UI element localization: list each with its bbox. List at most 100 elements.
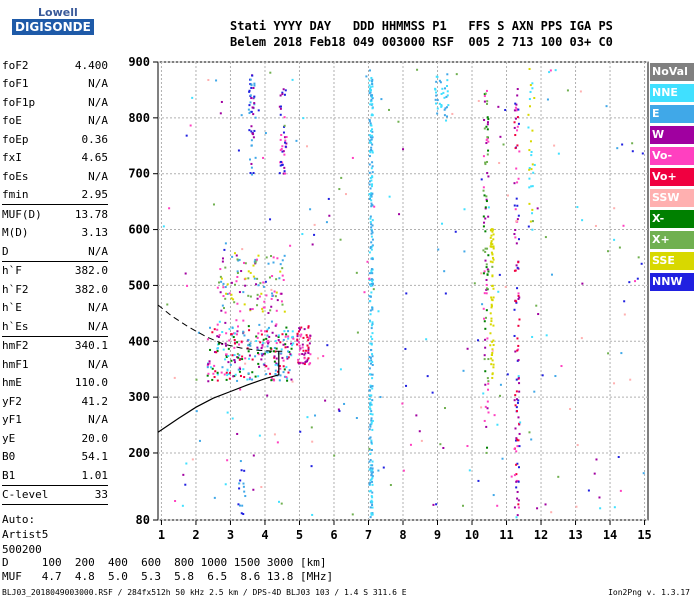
param-value: 3.13 — [81, 226, 109, 240]
echo-point — [223, 248, 226, 251]
echo-point — [514, 236, 517, 239]
echo-point — [370, 202, 373, 205]
echo-point — [191, 458, 194, 461]
param-name: M(D) — [2, 226, 29, 240]
echo-point — [482, 392, 485, 395]
echo-point — [368, 84, 371, 87]
echo-point — [490, 229, 493, 232]
echo-point — [256, 304, 259, 307]
echo-point — [484, 206, 487, 209]
echo-point — [343, 402, 346, 405]
echo-point — [213, 328, 216, 331]
param-name: fmin — [2, 188, 29, 202]
echo-point — [254, 116, 257, 119]
echo-point — [486, 377, 489, 380]
echo-point — [274, 369, 277, 372]
echo-point — [260, 486, 263, 489]
echo-point — [248, 112, 251, 115]
param-value: 33 — [94, 488, 108, 502]
echo-point — [300, 333, 303, 336]
param-value: 54.1 — [81, 450, 109, 464]
echo-point — [370, 141, 373, 144]
echo-point — [233, 252, 236, 255]
echo-point — [292, 342, 295, 345]
echo-point — [207, 372, 210, 375]
echo-point — [274, 324, 277, 327]
echo-point — [216, 286, 219, 289]
echo-point — [484, 327, 487, 330]
echo-point — [250, 139, 253, 142]
echo-point — [431, 391, 434, 394]
echo-point — [363, 291, 366, 294]
x-tick-label: 8 — [399, 528, 406, 542]
echo-point — [515, 516, 518, 519]
echo-point — [370, 410, 373, 413]
echo-point — [513, 474, 516, 477]
echo-point — [270, 376, 273, 379]
echo-point — [517, 261, 520, 264]
echo-point — [491, 253, 494, 256]
echo-point — [278, 379, 281, 382]
echo-point — [220, 100, 223, 103]
echo-point — [227, 347, 230, 350]
echo-point — [370, 248, 373, 251]
echo-point — [369, 401, 372, 404]
echo-point — [484, 346, 487, 349]
echo-point — [497, 105, 500, 108]
echo-point — [528, 168, 531, 171]
legend-item: X- — [650, 210, 694, 228]
echo-point — [370, 272, 373, 275]
echo-point — [490, 353, 493, 356]
echo-point — [197, 331, 200, 334]
echo-point — [309, 353, 312, 356]
echo-point — [370, 474, 373, 477]
echo-point — [283, 136, 286, 139]
echo-point — [239, 479, 242, 482]
echo-point — [368, 171, 371, 174]
echo-point — [279, 341, 282, 344]
echo-point — [435, 75, 438, 78]
echo-point — [513, 269, 516, 272]
echo-point — [224, 358, 227, 361]
echo-point — [251, 173, 254, 176]
echo-point — [527, 225, 530, 228]
echo-point — [487, 380, 490, 383]
echo-point — [529, 84, 532, 87]
echo-point — [492, 258, 495, 261]
echo-point — [267, 339, 270, 342]
echo-point — [304, 361, 307, 364]
echo-point — [250, 130, 253, 133]
echo-point — [486, 153, 489, 156]
echo-point — [517, 122, 520, 125]
echo-point — [242, 330, 245, 333]
echo-point — [371, 107, 374, 110]
echo-point — [623, 313, 626, 316]
echo-point — [283, 124, 286, 127]
echo-point — [233, 301, 236, 304]
echo-point — [370, 470, 373, 473]
echo-point — [443, 108, 446, 111]
echo-point — [356, 331, 359, 334]
echo-point — [269, 309, 272, 312]
echo-point — [236, 352, 239, 355]
echo-point — [220, 371, 223, 374]
echo-point — [637, 256, 640, 259]
echo-point — [370, 442, 373, 445]
param-row: foEp 0.36 — [2, 130, 108, 149]
echo-point — [247, 350, 250, 353]
param-name: B1 — [2, 468, 16, 482]
echo-point — [548, 71, 551, 74]
echo-point — [275, 309, 278, 312]
echo-point — [371, 231, 374, 234]
echo-point — [484, 247, 487, 250]
echo-point — [287, 371, 290, 374]
echo-point — [317, 357, 320, 360]
echo-point — [517, 108, 520, 111]
echo-point — [283, 254, 286, 257]
echo-point — [369, 412, 372, 415]
echo-point — [371, 94, 374, 97]
echo-point — [369, 151, 372, 154]
echo-point — [369, 124, 372, 127]
echo-point — [264, 132, 267, 135]
echo-point — [483, 358, 486, 361]
